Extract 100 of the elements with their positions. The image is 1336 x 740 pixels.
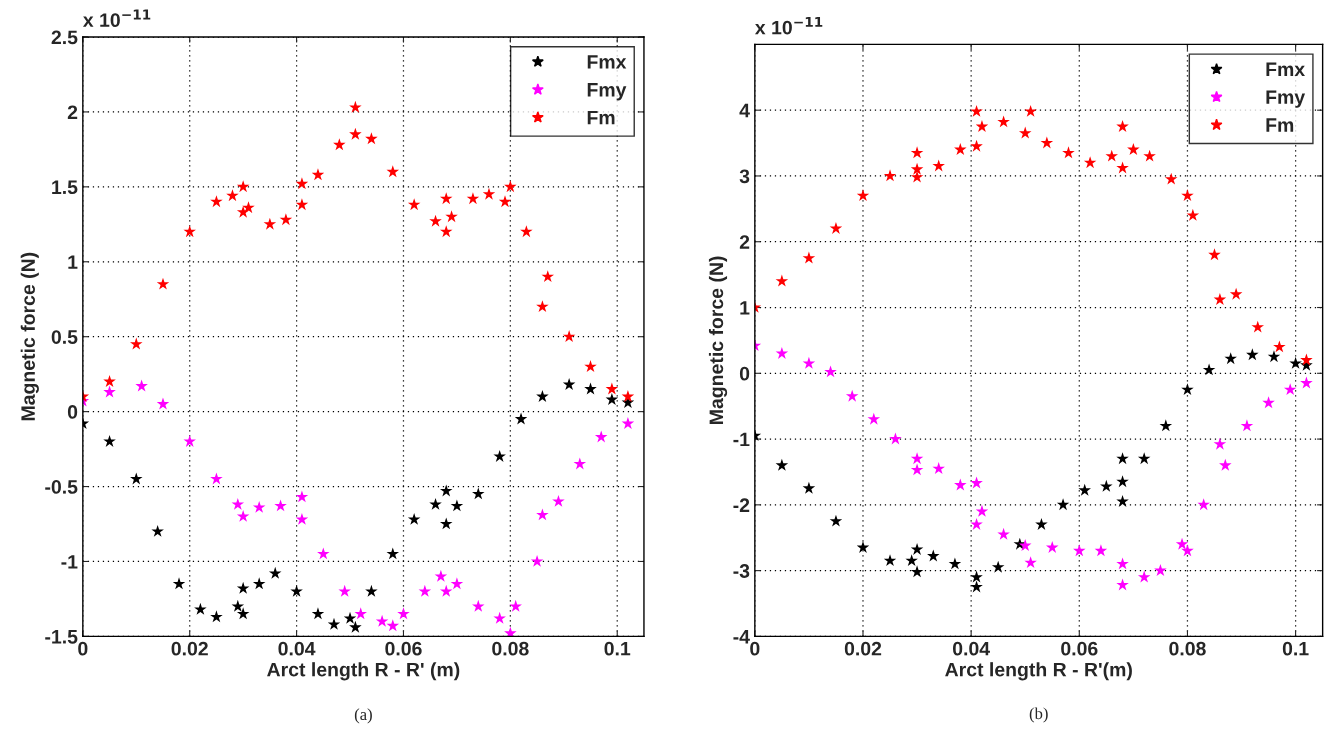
x-tick-label: 0.08 [492,641,529,656]
legend-label: Fmx [587,55,627,69]
point [1181,383,1194,396]
text: (a) [354,708,372,724]
x-tick-label: 0.1 [604,641,631,656]
point [429,497,442,510]
point [867,412,881,425]
point [504,180,517,193]
point [1267,350,1281,363]
point [236,509,250,522]
point [407,198,421,211]
point [927,549,940,562]
point [295,490,309,503]
point [1045,541,1059,553]
point [1283,383,1297,396]
point [439,584,453,597]
y-tick-label: -2 [733,498,750,512]
point [520,225,533,238]
point [1116,120,1129,132]
point [130,472,143,485]
y-tick-label: -4 [733,630,750,644]
point [311,168,325,181]
point [439,484,453,497]
point [1094,544,1108,557]
point [172,577,186,590]
x-tick-label: 0.04 [278,641,316,656]
point [1056,498,1070,511]
point [365,584,378,597]
point [775,458,789,471]
point [290,584,303,597]
point [407,512,421,525]
point [493,611,506,624]
point [1018,126,1032,139]
point [295,512,309,525]
point [970,580,983,593]
point [236,180,250,193]
x-tick-label: 0.1 [1282,641,1309,656]
text: (b) [1029,707,1048,723]
point [594,430,608,443]
point [829,514,843,527]
point [151,524,164,537]
point [536,300,549,313]
point [802,251,816,264]
point [472,599,485,612]
point [775,346,789,359]
y-tick-label: 1 [740,301,750,315]
point [910,542,924,555]
x-axis-title: Arct length R - R' (m) [267,662,460,681]
point [552,494,565,507]
point [1083,156,1097,169]
point [1035,517,1048,530]
point [333,138,346,151]
y-tick-label: 0.5 [51,330,78,344]
point [910,565,924,578]
point [445,210,458,223]
point [621,390,635,402]
point [970,570,983,583]
legend-label: Fmy [1266,90,1306,108]
y-tick-label: 3 [739,169,750,184]
point [397,607,410,620]
y-tick-label: -1 [733,432,750,447]
y-tick-label: 1.5 [52,180,78,195]
point [429,214,442,227]
point [349,100,362,113]
point [466,192,480,205]
x-tick-label: 0.04 [952,641,990,656]
point [1024,556,1037,569]
point [504,626,517,637]
point [365,132,378,145]
point [1040,136,1054,149]
point [472,487,485,500]
y-tick-label: 1 [68,255,78,269]
point [536,508,549,521]
point [103,385,116,398]
point [1159,419,1173,432]
point [1273,340,1286,353]
point [279,213,293,226]
point [1197,498,1210,511]
point [434,569,448,582]
point [1116,494,1129,507]
point [1137,570,1151,583]
point [1289,356,1302,369]
point [349,620,362,633]
point [775,274,789,287]
x-tick-label: 0.06 [1061,641,1098,656]
point [1024,104,1037,117]
point [210,610,223,623]
point [1213,437,1227,450]
point [311,607,325,620]
point [562,330,576,343]
point [194,602,207,615]
point [883,554,897,567]
text: x 10$^{−11}$ [82,9,151,28]
point [829,221,843,234]
y-tick-label: -1 [61,555,78,569]
legend-label: Fm [1266,118,1294,132]
point [156,277,170,290]
point [1143,149,1156,162]
point [498,195,512,208]
point [1105,149,1119,162]
